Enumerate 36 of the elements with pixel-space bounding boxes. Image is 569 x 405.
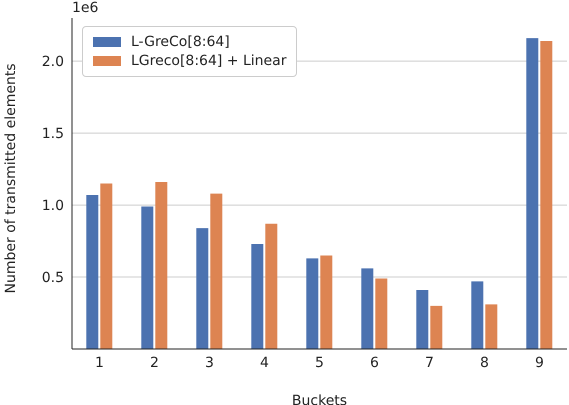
x-tick-label: 4 <box>260 354 270 371</box>
x-tick-label: 5 <box>315 354 324 371</box>
x-tick-label: 9 <box>535 354 544 371</box>
legend-label: L-GreCo[8:64] <box>130 34 231 50</box>
bar <box>320 255 332 349</box>
bar <box>485 304 498 349</box>
x-tick-label: 8 <box>480 354 489 371</box>
y-tick-label: 1.0 <box>42 198 64 214</box>
bar <box>306 258 318 349</box>
text: 1e6 <box>72 0 98 16</box>
bar <box>251 244 264 349</box>
bar <box>540 41 552 349</box>
y-tick-label: 1.5 <box>42 126 64 142</box>
bar <box>361 268 374 349</box>
y-tick-label: 2.0 <box>42 54 64 70</box>
bar <box>100 184 112 349</box>
bar <box>155 182 168 349</box>
bar <box>416 290 428 349</box>
bar <box>265 224 278 349</box>
x-tick-label: 6 <box>370 354 380 371</box>
legend-label: LGreco[8:64] + Linear <box>130 53 286 69</box>
y-axis-title: Number of transmitted elements <box>2 63 19 294</box>
y-tick-label: 0.5 <box>42 270 64 286</box>
bar <box>86 195 98 349</box>
x-tick-label: 7 <box>425 354 434 371</box>
bar <box>375 278 388 349</box>
bar <box>210 194 222 349</box>
x-axis-title: Buckets <box>292 393 348 405</box>
bar <box>471 281 484 349</box>
bar <box>141 206 154 349</box>
x-tick-label: 3 <box>205 354 214 371</box>
bar <box>430 306 442 349</box>
x-tick-label: 1 <box>95 354 104 371</box>
x-tick-label: 2 <box>150 354 159 371</box>
bar <box>196 228 208 349</box>
bar <box>526 38 538 349</box>
